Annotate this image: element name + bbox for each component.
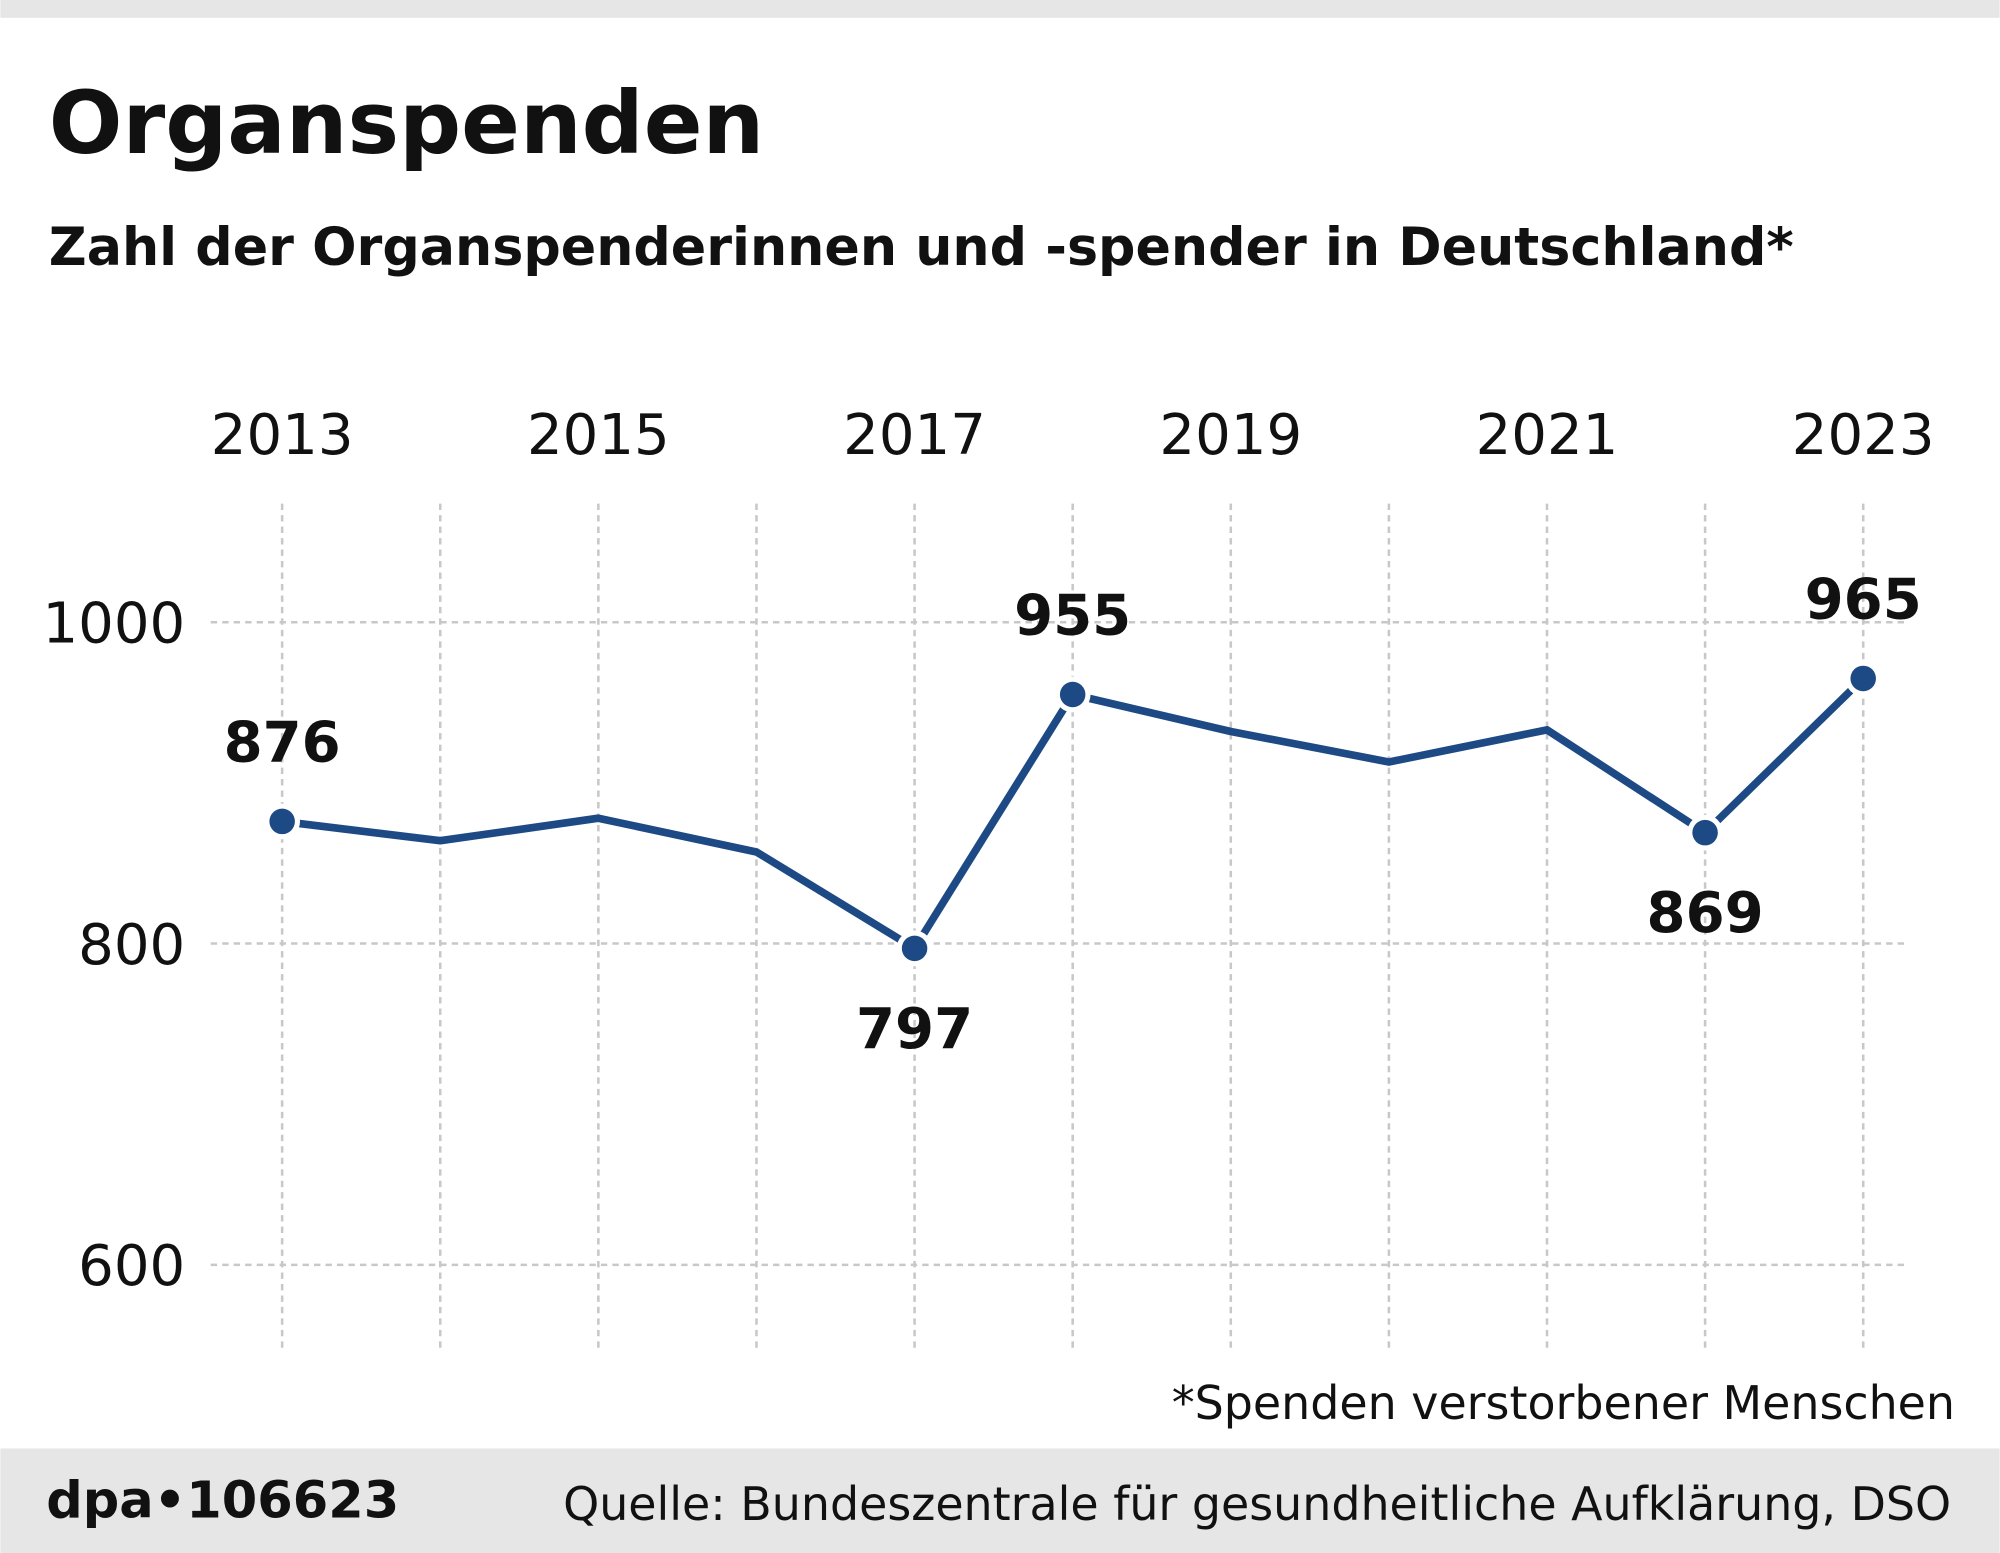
x-tick-label: 2023	[1792, 403, 1935, 468]
data-label: 955	[1014, 584, 1131, 649]
x-tick-label: 2021	[1476, 403, 1619, 468]
x-tick-label: 2019	[1159, 403, 1302, 468]
source-text: Quelle: Bundeszentrale für gesundheitlic…	[563, 1477, 1951, 1531]
gridlines	[210, 503, 1907, 1352]
data-label: 876	[224, 711, 341, 776]
y-tick-label: 600	[78, 1234, 185, 1299]
x-tick-label: 2015	[527, 403, 670, 468]
x-tick-label: 2013	[211, 403, 354, 468]
data-point	[1850, 665, 1876, 692]
data-label: 965	[1805, 568, 1922, 633]
data-point	[901, 935, 928, 962]
data-labels: 876 797 955 869 965	[224, 568, 1922, 1062]
y-tick-label: 1000	[42, 592, 185, 657]
y-tick-label: 800	[78, 913, 185, 978]
axis-ticks: 600 800 1000 2013 2015 2017 2019 2021 2023	[42, 403, 1934, 1299]
data-label: 869	[1647, 881, 1764, 946]
dpa-logo: dpa•106623	[46, 1471, 399, 1530]
data-label: 797	[856, 997, 973, 1062]
footer-bar	[0, 1448, 2000, 1553]
data-point	[1692, 819, 1718, 846]
data-point	[1059, 681, 1086, 708]
x-tick-label: 2017	[843, 403, 986, 468]
series	[264, 660, 1882, 967]
chart-title: Organspenden	[49, 74, 764, 174]
top-bar	[0, 0, 2000, 18]
footnote: *Spenden verstorbener Menschen	[1172, 1376, 1955, 1430]
chart-subtitle: Zahl der Organspenderinnen und -spender …	[49, 217, 1794, 278]
data-point	[269, 808, 295, 835]
